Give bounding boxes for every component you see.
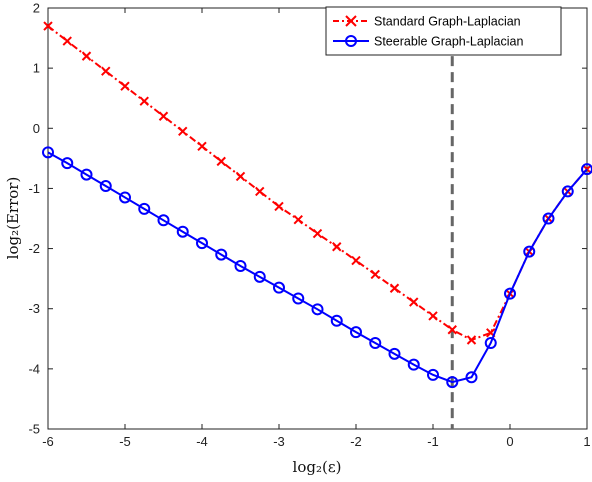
data-point-x: [43, 21, 53, 31]
x-tick-label: -1: [427, 434, 439, 449]
data-point-x: [158, 111, 169, 121]
data-point-x: [409, 297, 419, 307]
data-point-x: [197, 141, 207, 152]
data-point-circle: [119, 191, 131, 204]
data-point-circle: [330, 314, 343, 327]
data-point-x: [255, 186, 265, 197]
data-point-circle: [176, 225, 189, 238]
data-point-circle: [215, 248, 228, 261]
data-point-circle: [80, 168, 93, 181]
legend-label-steerable: Steerable Graph-Laplacian: [374, 35, 523, 49]
data-point-x: [428, 311, 438, 321]
data-point-x: [81, 51, 92, 61]
data-point-circle: [157, 214, 170, 227]
data-point-x: [101, 66, 111, 76]
data-point-x: [370, 269, 380, 280]
data-point-x: [389, 283, 400, 293]
data-point-x: [447, 325, 457, 335]
data-point-circle: [561, 185, 574, 198]
data-point-circle: [484, 336, 497, 349]
data-point-circle: [407, 358, 420, 371]
legend-entry-steerable: Steerable Graph-Laplacian: [333, 35, 523, 49]
data-point-x: [62, 36, 72, 46]
data-point-circle: [581, 163, 592, 176]
series-standard: [43, 21, 592, 345]
y-tick-label: -5: [28, 422, 40, 437]
data-point-x: [466, 335, 477, 345]
x-tick-label: -2: [350, 434, 362, 449]
x-tick-label: -3: [273, 434, 285, 449]
data-point-circle: [350, 326, 362, 339]
data-point-circle: [446, 376, 459, 389]
x-axis-label: log₂(ε): [293, 458, 342, 476]
data-point-x: [235, 171, 246, 182]
data-point-circle: [138, 202, 151, 215]
legend-entry-standard: Standard Graph-Laplacian: [333, 15, 521, 29]
y-tick-label: -3: [28, 301, 40, 316]
legend-label-standard: Standard Graph-Laplacian: [374, 15, 521, 29]
y-tick-label: -4: [28, 361, 40, 376]
y-axis-label: log₂(Error): [4, 177, 22, 260]
series-steerable: [42, 146, 592, 389]
data-point-x: [216, 156, 226, 167]
data-point-circle: [523, 245, 536, 258]
y-tick-label: 0: [33, 121, 40, 136]
y-tick-label: 2: [33, 1, 40, 16]
data-point-x: [312, 228, 323, 239]
x-tick-label: -4: [196, 434, 208, 449]
data-point-circle: [465, 371, 478, 384]
x-tick-label: -6: [42, 434, 54, 449]
data-point-circle: [369, 336, 382, 349]
legend-box: [325, 6, 562, 56]
y-tick-label: -2: [28, 241, 40, 256]
axes-frame: [47, 7, 588, 430]
data-point-x: [332, 242, 342, 252]
data-point-circle: [311, 303, 324, 316]
data-point-circle: [253, 270, 266, 283]
legend-marker-x-icon: [345, 15, 357, 27]
data-point-circle: [273, 281, 285, 294]
data-point-circle: [292, 292, 305, 305]
series-layer: [42, 21, 592, 389]
data-point-circle: [542, 212, 555, 225]
data-point-circle: [196, 237, 208, 250]
data-point-x: [274, 201, 284, 212]
y-tick-label: 1: [33, 61, 40, 76]
data-point-x: [178, 126, 188, 137]
x-tick-label: 0: [506, 434, 513, 449]
data-point-x: [293, 214, 303, 225]
data-point-x: [351, 255, 361, 266]
x-tick-label: 1: [583, 434, 590, 449]
data-point-circle: [234, 260, 247, 273]
data-point-x: [120, 81, 130, 91]
data-point-circle: [42, 146, 54, 159]
x-tick-label: -5: [119, 434, 131, 449]
legend-marker-circle-icon: [345, 35, 357, 47]
y-tick-label: -1: [28, 181, 40, 196]
data-point-circle: [427, 368, 439, 381]
data-point-circle: [99, 180, 112, 193]
data-point-x: [139, 96, 149, 106]
data-point-circle: [388, 347, 401, 360]
series-line: [47, 151, 588, 384]
data-point-circle: [504, 287, 516, 300]
legend: Standard Graph-Laplacian Steerable Graph…: [325, 6, 562, 56]
series-line: [47, 25, 588, 342]
data-point-circle: [61, 157, 74, 170]
plot-area: [47, 7, 588, 430]
